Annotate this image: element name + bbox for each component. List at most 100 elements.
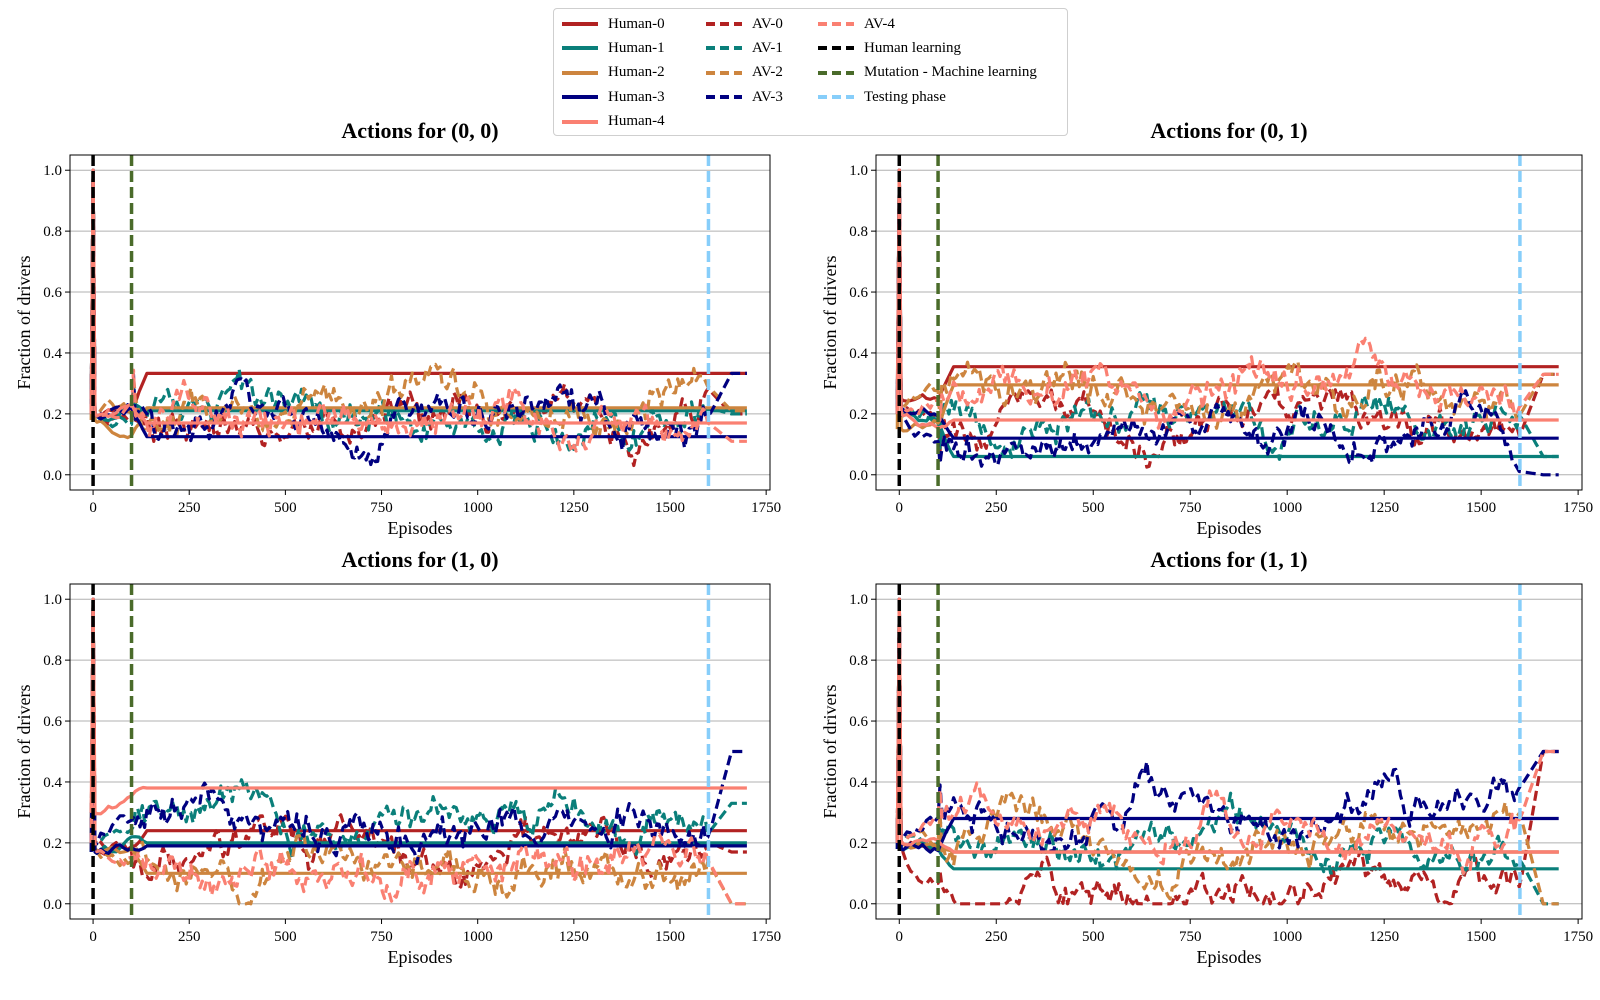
av-0-line — [895, 597, 1559, 906]
av-4-line — [895, 597, 1559, 876]
y-tick-label: 0.2 — [849, 836, 868, 852]
y-tick-label: 0.4 — [43, 346, 62, 362]
y-tick-label: 0.4 — [849, 346, 868, 362]
av-1-line — [89, 168, 747, 452]
x-tick-label: 750 — [1179, 929, 1202, 945]
plot-area — [89, 155, 747, 490]
legend-label: Human-0 — [608, 15, 665, 32]
x-tick-label: 750 — [370, 500, 393, 516]
y-tick-label: 0.8 — [849, 653, 868, 669]
legend-entry-av-0: AV-0 — [704, 12, 783, 36]
x-tick-label: 250 — [178, 500, 201, 516]
legend-swatch — [706, 95, 742, 100]
av-3-line — [895, 168, 1559, 477]
legend-swatch — [562, 22, 598, 26]
av-2-line — [89, 168, 747, 440]
y-tick-label: 0.6 — [43, 285, 62, 301]
y-tick-label: 1.0 — [849, 163, 868, 179]
axes-frame — [875, 154, 1583, 491]
y-tick-label: 0.6 — [43, 714, 62, 730]
x-tick-label: 1500 — [655, 929, 685, 945]
chart-title: Actions for (0, 1) — [1150, 118, 1307, 143]
legend-swatch — [818, 22, 854, 26]
y-tick-label: 0.0 — [43, 468, 62, 484]
legend-label: Human-4 — [608, 113, 665, 130]
chart-title: Actions for (1, 1) — [1150, 547, 1307, 572]
axes-frame — [69, 154, 771, 491]
plot-area — [895, 584, 1559, 919]
x-tick-label: 750 — [1179, 500, 1202, 516]
x-tick-label: 1500 — [1466, 500, 1496, 516]
x-tick-label: 1250 — [1369, 929, 1399, 945]
axes-frame — [69, 583, 771, 920]
y-axis-label: Fraction of drivers — [14, 256, 34, 390]
av-0-line — [895, 168, 1559, 469]
legend-label: Testing phase — [864, 88, 946, 105]
legend-entry-av-4: AV-4 — [816, 12, 895, 36]
y-tick-label: 0.6 — [849, 285, 868, 301]
x-tick-label: 500 — [1082, 500, 1105, 516]
x-tick-label: 1750 — [751, 929, 781, 945]
y-axis-label: Fraction of drivers — [820, 685, 840, 819]
x-tick-label: 250 — [178, 929, 201, 945]
x-tick-label: 1000 — [1272, 500, 1302, 516]
x-axis-label: Episodes — [1197, 947, 1262, 967]
legend-label: AV-1 — [752, 39, 783, 56]
legend-swatch — [562, 46, 598, 51]
x-tick-label: 1000 — [1272, 929, 1302, 945]
legend-swatch — [818, 70, 854, 75]
plot-area — [895, 155, 1559, 490]
legend-label: Human-2 — [608, 64, 665, 81]
chart-title: Actions for (1, 0) — [341, 547, 498, 572]
y-tick-label: 0.0 — [43, 897, 62, 913]
x-tick-label: 250 — [985, 500, 1008, 516]
legend-entry-av-2: AV-2 — [704, 61, 783, 85]
legend-label: Human learning — [864, 39, 962, 56]
human-3-line — [895, 597, 1559, 854]
human-4-line — [895, 168, 1559, 430]
av-3-line — [89, 168, 747, 467]
y-tick-label: 0.4 — [849, 775, 868, 791]
x-tick-label: 500 — [274, 500, 297, 516]
legend-swatch — [562, 70, 598, 75]
av-2-line — [895, 597, 1559, 906]
human-4-line — [895, 597, 1559, 854]
legend-swatch — [818, 95, 854, 100]
y-tick-label: 0.4 — [43, 775, 62, 791]
legend-swatch — [706, 22, 742, 26]
y-tick-label: 1.0 — [849, 592, 868, 608]
legend-entry-human-2: Human-2 — [560, 61, 665, 85]
human-0-line — [89, 168, 747, 418]
y-tick-label: 0.0 — [849, 468, 868, 484]
legend-entry-human-3: Human-3 — [560, 85, 665, 109]
legend-swatch — [706, 46, 742, 51]
legend-entry-human-1: Human-1 — [560, 36, 665, 60]
x-tick-label: 1500 — [655, 500, 685, 516]
x-tick-label: 1250 — [559, 500, 589, 516]
x-tick-label: 0 — [89, 929, 97, 945]
y-tick-label: 0.8 — [849, 224, 868, 240]
legend-entry-mutation-machine-learning: Mutation - Machine learning — [816, 61, 1037, 85]
x-axis-label: Episodes — [388, 947, 453, 967]
x-tick-label: 1500 — [1466, 929, 1496, 945]
x-tick-label: 0 — [89, 500, 97, 516]
legend-label: AV-4 — [864, 15, 895, 32]
legend-label: Mutation - Machine learning — [864, 64, 1037, 81]
y-tick-label: 0.2 — [849, 407, 868, 423]
legend-entry-av-1: AV-1 — [704, 36, 783, 60]
legend-label: Human-3 — [608, 88, 665, 105]
y-tick-label: 0.2 — [43, 407, 62, 423]
legend-label: AV-2 — [752, 64, 783, 81]
y-tick-label: 0.8 — [43, 224, 62, 240]
x-tick-label: 1250 — [1369, 500, 1399, 516]
y-tick-label: 0.2 — [43, 836, 62, 852]
y-axis-label: Fraction of drivers — [14, 685, 34, 819]
human-4-line — [89, 168, 747, 425]
legend: Human-0 Human-1 Human-2 Human-3 Human-4 AV-0 A… — [553, 8, 1068, 136]
x-tick-label: 1000 — [463, 929, 493, 945]
legend-entry-human-4: Human-4 — [560, 110, 665, 134]
legend-label: AV-0 — [752, 15, 783, 32]
legend-entry-human-learning: Human learning — [816, 36, 961, 60]
x-tick-label: 0 — [896, 500, 904, 516]
human-0-line — [895, 168, 1559, 403]
